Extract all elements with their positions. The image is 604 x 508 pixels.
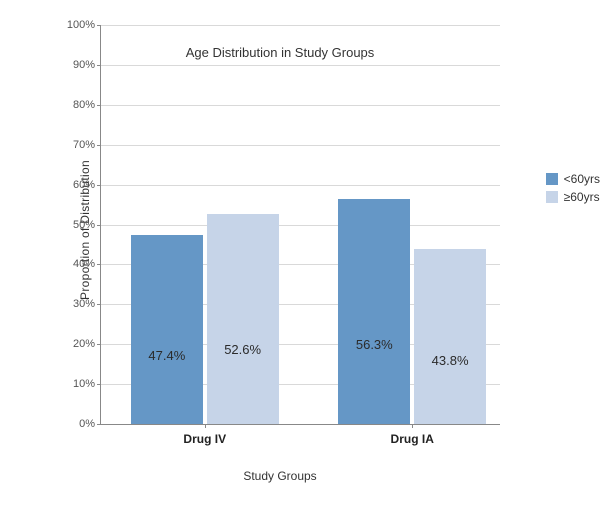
ytick-label: 70%: [73, 139, 95, 151]
legend-label: <60yrs: [564, 172, 600, 186]
bar-value-label: 47.4%: [148, 348, 185, 363]
gridline: [101, 145, 500, 146]
ytick-mark: [97, 264, 101, 265]
ytick-mark: [97, 424, 101, 425]
ytick-mark: [97, 105, 101, 106]
bar: 43.8%: [414, 249, 486, 424]
gridline: [101, 25, 500, 26]
legend-swatch: [546, 173, 558, 185]
xtick-mark: [205, 424, 206, 428]
gridline: [101, 105, 500, 106]
xtick-label: Drug IV: [183, 432, 226, 446]
ytick-mark: [97, 304, 101, 305]
ytick-label: 0%: [79, 418, 95, 430]
plot-area: 0%10%20%30%40%50%60%70%80%90%100%47.4%52…: [100, 25, 500, 425]
xtick-label: Drug IA: [391, 432, 434, 446]
bar: 52.6%: [207, 214, 279, 424]
ytick-label: 50%: [73, 219, 95, 231]
legend-item: ≥60yrs: [546, 190, 600, 204]
gridline: [101, 65, 500, 66]
bar-value-label: 56.3%: [356, 337, 393, 352]
bar: 47.4%: [131, 235, 203, 424]
ytick-label: 20%: [73, 338, 95, 350]
ytick-label: 40%: [73, 258, 95, 270]
ytick-mark: [97, 185, 101, 186]
xtick-mark: [412, 424, 413, 428]
ytick-mark: [97, 225, 101, 226]
legend-swatch: [546, 191, 558, 203]
ytick-mark: [97, 344, 101, 345]
gridline: [101, 185, 500, 186]
bar: 56.3%: [338, 199, 410, 424]
legend-item: <60yrs: [546, 172, 600, 186]
ytick-label: 30%: [73, 298, 95, 310]
ytick-label: 90%: [73, 59, 95, 71]
legend-label: ≥60yrs: [564, 190, 600, 204]
gridline: [101, 225, 500, 226]
ytick-mark: [97, 384, 101, 385]
ytick-mark: [97, 145, 101, 146]
x-axis-label: Study Groups: [243, 469, 316, 483]
ytick-label: 100%: [67, 19, 95, 31]
ytick-label: 60%: [73, 179, 95, 191]
bar-value-label: 52.6%: [224, 342, 261, 357]
chart-container: Age Distribution in Study Groups Proport…: [60, 15, 500, 445]
ytick-label: 80%: [73, 99, 95, 111]
legend: <60yrs ≥60yrs: [546, 172, 600, 208]
ytick-mark: [97, 65, 101, 66]
ytick-mark: [97, 25, 101, 26]
ytick-label: 10%: [73, 378, 95, 390]
bar-value-label: 43.8%: [432, 353, 469, 368]
